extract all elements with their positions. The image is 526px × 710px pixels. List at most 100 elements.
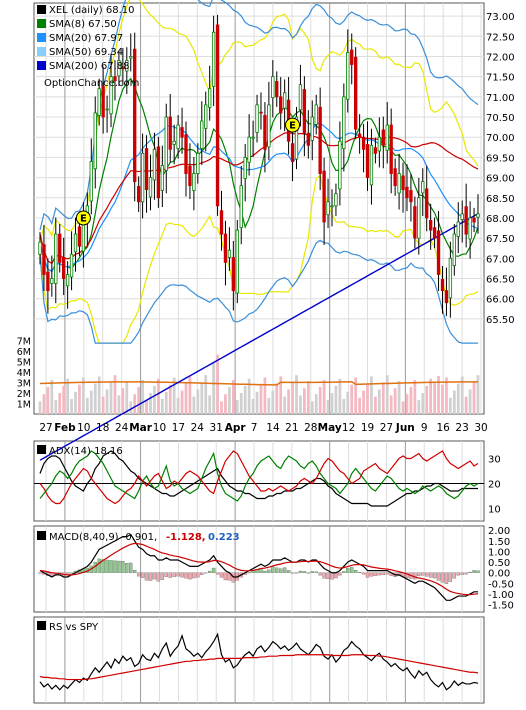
macd-histogram-bar: [405, 572, 409, 578]
candle-body: [456, 221, 460, 237]
volume-bar: [255, 391, 259, 414]
macd-histogram-bar: [306, 572, 311, 574]
candle-body: [196, 152, 200, 174]
candle-body: [125, 60, 129, 72]
candle-body: [322, 170, 326, 223]
candle-body: [164, 116, 168, 171]
macd-histogram-bar: [314, 571, 318, 573]
legend-label: SMA(8) 67.50: [49, 19, 117, 30]
adx-title: ADX(14) 18.16: [49, 446, 123, 457]
candle-body: [247, 136, 251, 163]
volume-bar: [267, 397, 271, 414]
price-tick-label: 72.00: [486, 52, 515, 63]
volume-bar: [370, 376, 373, 414]
macd-histogram-bar: [101, 559, 105, 573]
candle-body: [243, 156, 247, 179]
candle-body: [231, 257, 236, 292]
volume-bar: [212, 361, 215, 414]
volume-bar: [299, 395, 302, 414]
candle-body: [140, 152, 145, 203]
volume-bar: [231, 379, 235, 414]
volume-bar: [58, 393, 62, 414]
macd-histogram-bar: [373, 572, 378, 576]
candle-body: [468, 217, 472, 240]
candle-body: [294, 116, 299, 160]
macd-tick-label: 0.00: [488, 569, 510, 580]
candle-body: [38, 241, 42, 255]
candle-body: [365, 144, 370, 178]
candle-body: [105, 108, 109, 111]
candle-body: [259, 111, 263, 114]
volume-bar: [172, 377, 176, 414]
macd-histogram-bar: [121, 561, 125, 573]
macd-histogram-bar: [460, 572, 464, 575]
candle-body: [310, 116, 314, 141]
price-tick-label: 71.50: [486, 73, 515, 84]
volume-bar: [318, 387, 322, 414]
candle-body: [156, 146, 161, 199]
volume-bar: [149, 393, 152, 414]
candle-body: [263, 114, 267, 150]
candle-body: [432, 227, 437, 239]
macd-histogram-bar: [440, 572, 445, 583]
volume-bar: [157, 378, 160, 414]
candle-body: [180, 127, 184, 138]
macd-histogram-bar: [113, 560, 117, 573]
candle-body: [389, 124, 393, 174]
candle-body: [421, 181, 425, 194]
macd-legend-swatch: [37, 531, 46, 540]
macd-histogram-bar: [413, 572, 417, 580]
adx-panel-frame: [33, 440, 485, 522]
volume-bar: [85, 397, 89, 414]
candle-body: [369, 144, 374, 186]
date-tick-label: 24: [191, 422, 205, 434]
volume-bar: [121, 388, 125, 414]
candle-body: [298, 84, 303, 111]
price-tick-label: 70.00: [486, 133, 515, 144]
macd-histogram-bar: [286, 570, 291, 573]
legend-label: SMA(200) 67.88: [49, 61, 130, 72]
volume-bar: [405, 394, 409, 414]
macd-signal-line: [39, 542, 479, 596]
macd-tick-label: 1.50: [488, 537, 510, 548]
volume-bar: [160, 398, 164, 414]
macd-tick-label: 1.00: [488, 547, 510, 558]
candle-body: [152, 148, 157, 181]
volume-bar: [385, 375, 389, 414]
candle-body: [65, 274, 70, 287]
volume-bar: [113, 375, 117, 414]
volume-bar: [251, 398, 255, 414]
volume-bar: [413, 379, 417, 414]
candle-body: [219, 210, 224, 235]
volume-bar: [389, 395, 393, 414]
volume-bar: [441, 384, 444, 414]
volume-tick-label: 7M: [17, 336, 31, 347]
earnings-marker: [285, 117, 301, 133]
date-tick-label: 17: [172, 422, 185, 434]
candle-body: [235, 229, 239, 294]
volume-bar: [180, 390, 184, 414]
candle-body: [361, 136, 366, 150]
macd-histogram-bar: [432, 572, 437, 579]
macd-histogram-bar: [294, 572, 299, 574]
macd-histogram-bar: [132, 570, 137, 573]
volume-bar: [338, 378, 342, 414]
rs-series-line: [39, 632, 479, 691]
candle-body: [81, 221, 86, 252]
volume-bar: [362, 390, 365, 414]
bollinger-lower-50: [39, 239, 478, 344]
candle-body: [350, 49, 354, 65]
bollinger-upper-50: [39, 0, 479, 231]
candle-body: [318, 106, 322, 174]
volume-bar: [476, 375, 480, 414]
date-tick-label: 10: [77, 422, 90, 434]
candle-body: [472, 217, 476, 223]
volume-bar: [421, 393, 425, 414]
macd-tick-label: -1.00: [488, 590, 514, 601]
sma-8-line: [39, 77, 479, 273]
candle-body: [239, 185, 243, 229]
macd-histogram-bar: [204, 572, 208, 574]
date-axis: 27 Feb 10 18 24 Mar 10 17 24 31 Apr 7 14 21 28 May 12 19 2…: [39, 422, 487, 434]
candle-body: [46, 271, 50, 292]
volume-bar: [330, 393, 334, 414]
